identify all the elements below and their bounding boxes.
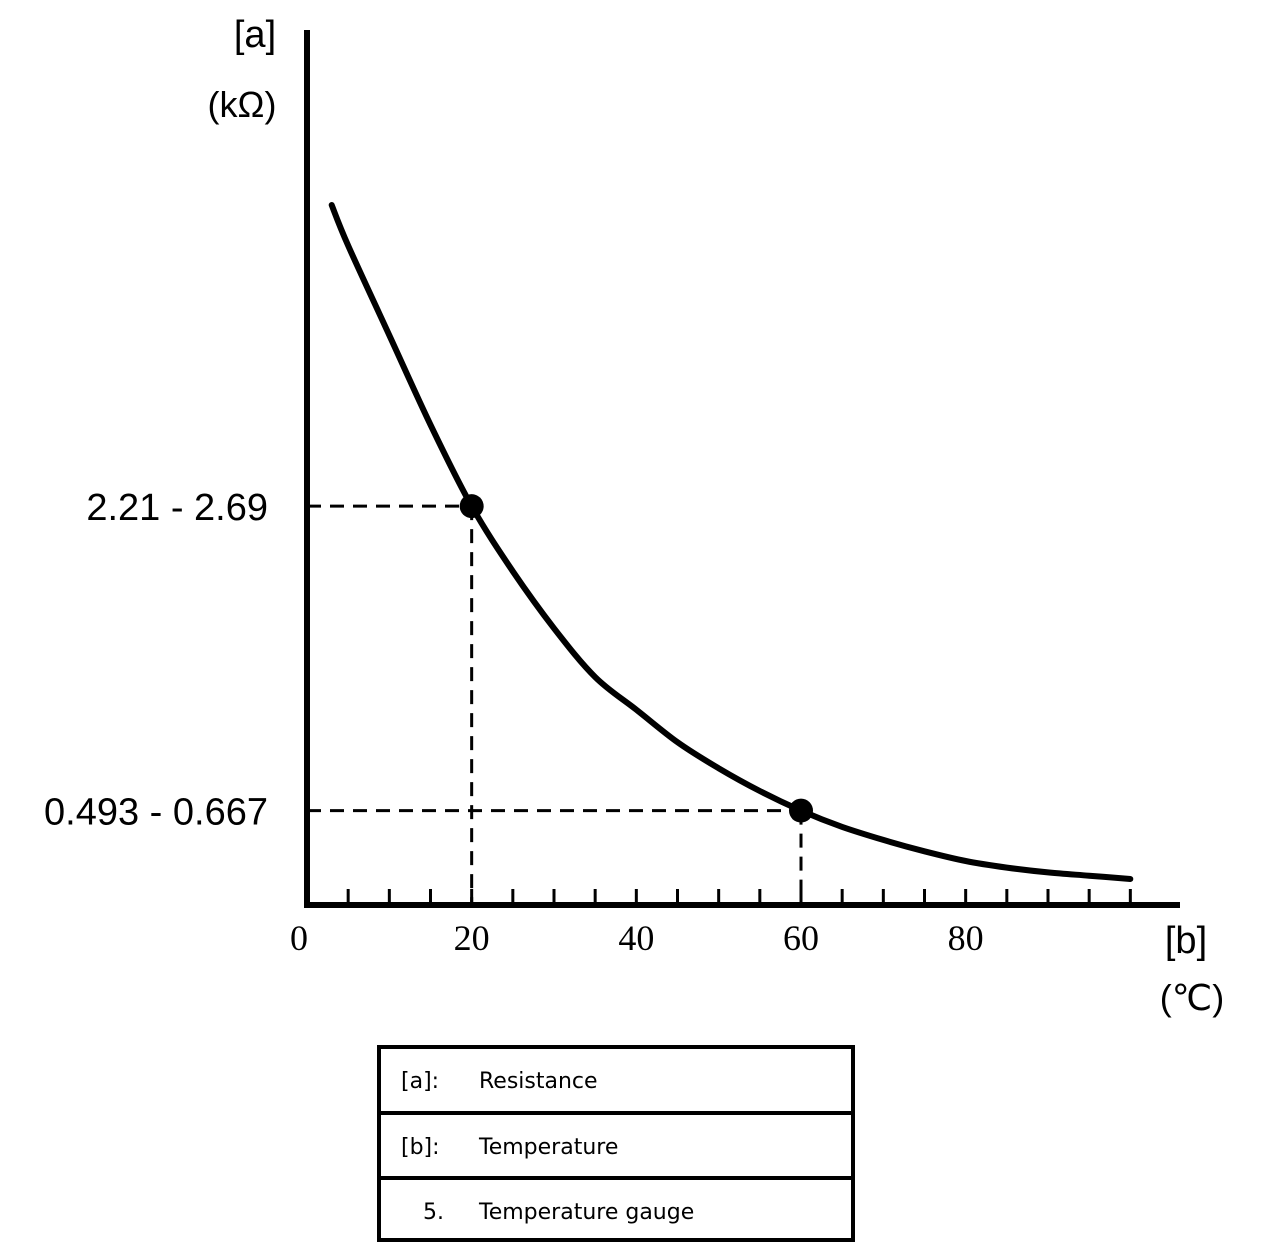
x-tick-label: 20 [454,918,490,958]
x-tick-label: 0 [290,918,308,958]
x-axis-unit: (℃) [1160,977,1224,1018]
x-tick-label: 80 [948,918,984,958]
resistance-temperature-chart: 0 20 40 60 80 2.21 - 2.69 0.493 - 0.667 [a] (… [44,14,1225,1018]
legend-key: [a]: [401,1069,440,1094]
data-point-marker [789,798,813,823]
y-axis-label: [a] [234,14,276,56]
legend-row: [a]: Resistance [381,1049,851,1113]
x-tick-label: 60 [783,918,819,958]
data-markers: 2.21 - 2.69 0.493 - 0.667 [44,487,813,834]
guide-lines [307,504,803,905]
legend-value: Temperature gauge [479,1200,695,1225]
legend-key: [b]: [401,1135,440,1160]
legend-key: 5. [423,1200,444,1225]
x-axis-label: [b] [1165,920,1207,962]
x-tick-label: 40 [618,918,654,958]
resistance-curve [328,202,1134,882]
legend-table: [a]: Resistance [b]: Temperature 5. Temp… [377,1045,855,1242]
legend-row: 5. Temperature gauge [381,1180,851,1244]
row-divider [381,1176,851,1180]
row-divider [381,1111,851,1115]
legend-value: Temperature [479,1135,619,1160]
y-axis-unit: (kΩ) [208,84,277,125]
legend-value: Resistance [479,1069,598,1094]
axes: 0 20 40 60 80 [290,30,1180,958]
y-range-label: 0.493 - 0.667 [44,792,268,834]
chart-labels: [a] (kΩ) [b] (℃) [208,14,1225,1018]
y-range-label: 2.21 - 2.69 [86,487,268,529]
data-point-marker [459,494,484,519]
legend-row: [b]: Temperature [381,1115,851,1179]
